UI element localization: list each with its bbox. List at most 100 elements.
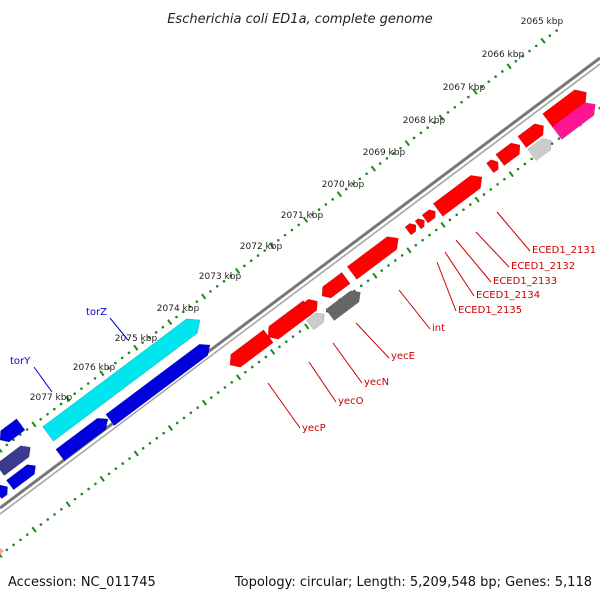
track-tick	[508, 171, 514, 178]
track-dot	[128, 457, 131, 460]
gene-arrow	[432, 175, 483, 217]
track-dot	[46, 412, 49, 416]
track-dot	[127, 351, 131, 355]
genome-summary-text: Topology: circular; Length: 5,209,548 bp…	[234, 575, 592, 590]
track-dot	[489, 188, 493, 191]
gene-label-leader	[308, 361, 337, 403]
gene-arrow	[0, 445, 31, 476]
track-dot	[291, 335, 295, 338]
gene-arrow	[0, 548, 4, 555]
track-dot	[230, 381, 234, 384]
gene-label-leader	[33, 366, 53, 393]
track-dot	[175, 421, 179, 425]
track-dot	[114, 467, 118, 470]
map-title: Escherichia coli ED1a, complete genome	[167, 12, 433, 27]
gene-arrow	[517, 123, 544, 148]
kbp-tick-label: 2070 kbp	[322, 180, 365, 190]
track-dot	[359, 284, 363, 288]
track-dot	[344, 187, 348, 191]
track-dot	[175, 315, 178, 319]
track-dot	[277, 238, 280, 242]
track-dot	[501, 70, 504, 73]
gene-arrow	[527, 138, 552, 161]
track-dot	[487, 80, 491, 83]
track-dot	[400, 254, 404, 257]
backbone-line	[0, 63, 600, 515]
gene-label: ECED1_2133	[493, 276, 557, 287]
kbp-tick-label: 2077 kbp	[30, 393, 73, 403]
kbp-tick-label: 2073 kbp	[199, 272, 242, 282]
track-dot	[86, 382, 90, 385]
gene-label: yecN	[364, 377, 389, 388]
track-dot	[249, 259, 253, 263]
track-dot	[392, 152, 396, 155]
track-tick	[133, 344, 139, 351]
track-dot	[317, 208, 321, 211]
track-dot	[366, 279, 370, 283]
track-dot	[419, 131, 423, 135]
gene-label-leader	[267, 382, 301, 429]
track-dot	[528, 49, 531, 53]
track-dot	[516, 167, 520, 171]
outer-dotted-track	[0, 29, 558, 453]
track-dot	[155, 436, 159, 440]
track-dot	[414, 243, 418, 247]
gene-arrow	[229, 329, 274, 368]
track-dot	[550, 142, 554, 145]
track-tick	[31, 421, 37, 428]
gene-arrow	[42, 318, 201, 442]
gene-arrow	[421, 209, 436, 224]
track-tick	[167, 319, 173, 326]
track-dot	[25, 533, 29, 536]
track-tick	[438, 114, 444, 121]
track-dot	[5, 443, 9, 447]
track-tick	[133, 450, 139, 457]
track-tick	[540, 37, 546, 44]
track-dot	[46, 518, 50, 521]
track-dot	[141, 341, 144, 344]
track-dot	[73, 497, 77, 501]
track-dot	[216, 391, 220, 394]
track-dot	[148, 441, 152, 445]
track-dot	[87, 487, 90, 491]
track-dot	[310, 213, 314, 216]
track-dot	[434, 228, 438, 232]
track-dot	[73, 392, 76, 396]
kbp-tick-label: 2072 kbp	[240, 242, 283, 252]
track-dot	[120, 356, 124, 360]
track-tick	[304, 323, 310, 330]
track-dot	[12, 438, 15, 442]
track-dot	[59, 402, 63, 406]
gene-label: torY	[10, 356, 31, 367]
gene-arrow	[306, 312, 325, 331]
gene-label: int	[432, 323, 445, 334]
gene-arrow	[0, 484, 8, 500]
track-dot	[181, 310, 185, 314]
track-dot	[469, 203, 472, 206]
track-dot	[93, 377, 97, 380]
track-tick	[65, 395, 71, 402]
track-dot	[284, 340, 288, 344]
kbp-tick-label: 2074 kbp	[157, 304, 200, 314]
kbp-tick-label: 2068 kbp	[403, 116, 446, 126]
track-dot	[80, 387, 83, 390]
accession-text: Accession: NC_011745	[8, 575, 156, 590]
track-dot	[365, 172, 368, 176]
gene-arrow	[0, 418, 26, 443]
gene-label-leader	[455, 239, 492, 283]
track-dot	[480, 85, 484, 89]
track-dot	[494, 75, 497, 78]
track-dot	[298, 330, 302, 333]
track-dot	[324, 203, 328, 206]
kbp-tick-labels: 2065 kbp 2066 kbp 2067 kbp 2068 kbp 2069 kbp…	[30, 17, 564, 403]
track-dot	[256, 254, 260, 257]
gene-arrow	[298, 298, 318, 318]
track-dot	[290, 228, 294, 232]
track-tick	[372, 272, 378, 279]
gene-arrow	[495, 142, 521, 166]
track-dot	[60, 507, 63, 511]
track-dot	[421, 238, 424, 242]
gene-features	[0, 89, 596, 555]
kbp-tick-label: 2065 kbp	[521, 17, 564, 27]
